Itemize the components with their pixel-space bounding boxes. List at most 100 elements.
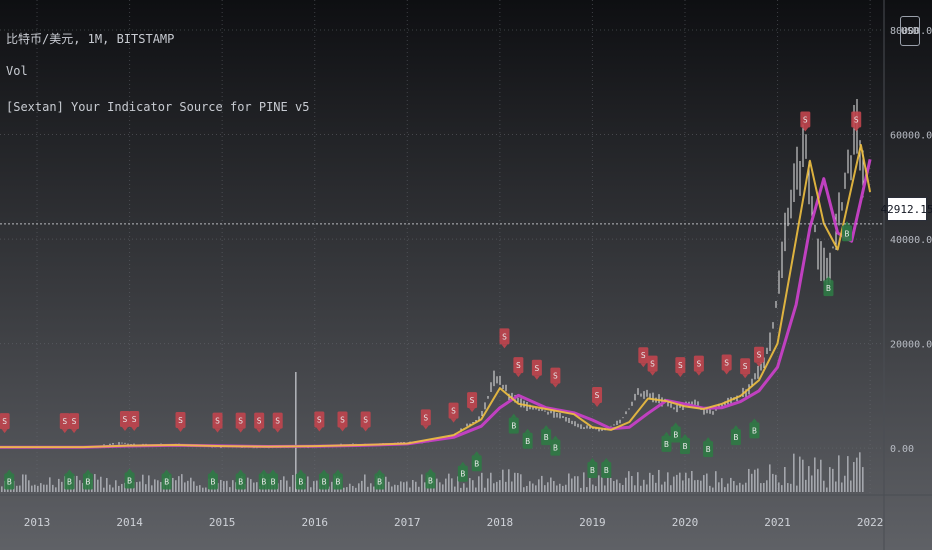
volume-bar bbox=[622, 484, 624, 492]
volume-bar bbox=[112, 487, 114, 492]
signal-letter: B bbox=[511, 422, 516, 431]
volume-bar bbox=[706, 473, 708, 492]
sell-signal-pointer bbox=[237, 428, 244, 433]
sell-signal-pointer bbox=[695, 371, 702, 376]
volume-bar bbox=[697, 479, 699, 492]
signal-letter: S bbox=[650, 360, 655, 369]
volume-bar bbox=[121, 483, 123, 492]
volume-bar bbox=[367, 486, 369, 492]
sell-signal-box bbox=[754, 346, 765, 363]
volume-bar bbox=[22, 474, 24, 492]
signal-letter: S bbox=[363, 416, 368, 425]
sell-signal-pointer bbox=[723, 370, 730, 375]
volume-bar bbox=[142, 474, 144, 492]
signal-letter: S bbox=[696, 360, 701, 369]
volume-bar bbox=[751, 473, 753, 492]
volume-bar bbox=[496, 481, 498, 492]
signal-letter: B bbox=[67, 478, 72, 487]
last-price-tag: 42912.15 bbox=[881, 197, 932, 221]
volume-bar bbox=[61, 481, 63, 492]
volume-bar bbox=[826, 487, 828, 492]
signal-letter: S bbox=[257, 417, 262, 426]
volume-bar bbox=[544, 485, 546, 492]
sell-signal-box bbox=[69, 413, 80, 430]
buy-signal-label: B bbox=[374, 469, 385, 490]
volume-bar bbox=[514, 472, 516, 492]
volume-bar bbox=[418, 486, 420, 492]
volume-bar bbox=[670, 485, 672, 492]
volume-bar bbox=[286, 480, 288, 492]
volume-bar bbox=[685, 472, 687, 492]
buy-signal-box bbox=[82, 473, 93, 490]
volume-bar bbox=[139, 481, 141, 492]
indicator-legend[interactable]: [Sextan] Your Indicator Source for PINE … bbox=[6, 100, 310, 114]
signal-letter: B bbox=[683, 442, 688, 451]
sell-signal-box bbox=[531, 359, 542, 376]
sell-signal-label: S bbox=[647, 355, 658, 376]
buy-signal-label: B bbox=[661, 431, 672, 452]
signal-letter: S bbox=[123, 415, 128, 424]
volume-bar bbox=[730, 477, 732, 492]
buy-signal-label: B bbox=[82, 469, 93, 490]
signal-letter: S bbox=[72, 417, 77, 426]
buy-signal-pointer bbox=[459, 461, 466, 466]
volume-bar bbox=[226, 480, 228, 492]
volume-bar bbox=[736, 485, 738, 492]
symbol-legend[interactable]: 比特币/美元, 1M, BITSTAMP bbox=[6, 32, 175, 46]
sell-signal-box bbox=[254, 412, 265, 429]
signal-letter: S bbox=[317, 416, 322, 425]
volume-bar bbox=[289, 486, 291, 492]
volume-bar bbox=[850, 480, 852, 492]
sell-signal-pointer bbox=[515, 373, 522, 378]
signal-letter: B bbox=[845, 229, 850, 238]
volume-bar bbox=[97, 479, 99, 492]
volume-bar bbox=[394, 484, 396, 492]
volume-bar bbox=[829, 467, 831, 492]
buy-signal-box bbox=[749, 422, 760, 439]
volume-bar bbox=[451, 478, 453, 492]
fast-moving-average-line bbox=[0, 144, 872, 449]
volume-bar bbox=[574, 476, 576, 492]
volume-bar bbox=[838, 455, 840, 492]
volume-bar bbox=[1, 486, 3, 492]
buy-signal-label: B bbox=[471, 451, 482, 472]
currency-button[interactable]: USD bbox=[900, 16, 920, 46]
volume-bar bbox=[835, 481, 837, 492]
buy-signal-label: B bbox=[670, 422, 681, 443]
buy-signal-box bbox=[587, 462, 598, 479]
sell-signal-box bbox=[550, 367, 561, 384]
volume-bar bbox=[58, 478, 60, 492]
buy-signal-label: B bbox=[508, 413, 519, 434]
volume-bar bbox=[526, 485, 528, 492]
volume-bar bbox=[676, 474, 678, 492]
volume-bar bbox=[310, 487, 312, 492]
volume-legend[interactable]: Vol bbox=[6, 64, 28, 78]
sell-signal-label: S bbox=[314, 411, 325, 432]
volume-bar bbox=[94, 474, 96, 492]
volume-bar bbox=[82, 482, 84, 492]
buy-signal-box bbox=[550, 439, 561, 456]
sell-signal-label: S bbox=[175, 412, 186, 433]
buy-signal-label: B bbox=[161, 469, 172, 490]
volume-bar bbox=[862, 467, 864, 492]
sell-signal-pointer bbox=[802, 127, 809, 132]
sell-signal-pointer bbox=[214, 428, 221, 433]
x-tick-label: 2020 bbox=[672, 516, 699, 529]
volume-bar bbox=[691, 470, 693, 492]
buy-signal-pointer bbox=[663, 431, 670, 436]
buy-signal-box bbox=[64, 473, 75, 490]
volume-bar bbox=[754, 469, 756, 492]
sell-signal-label: S bbox=[499, 328, 510, 349]
signal-letter: S bbox=[595, 391, 600, 400]
volume-bar bbox=[760, 483, 762, 492]
sell-signal-box bbox=[337, 411, 348, 428]
sell-signal-pointer bbox=[677, 373, 684, 378]
volume-bar bbox=[808, 466, 810, 492]
sell-signal-label: S bbox=[740, 358, 751, 379]
signal-letter: B bbox=[335, 478, 340, 487]
volume-bar bbox=[19, 485, 21, 492]
volume-bar bbox=[472, 480, 474, 492]
volume-bar bbox=[34, 484, 36, 492]
